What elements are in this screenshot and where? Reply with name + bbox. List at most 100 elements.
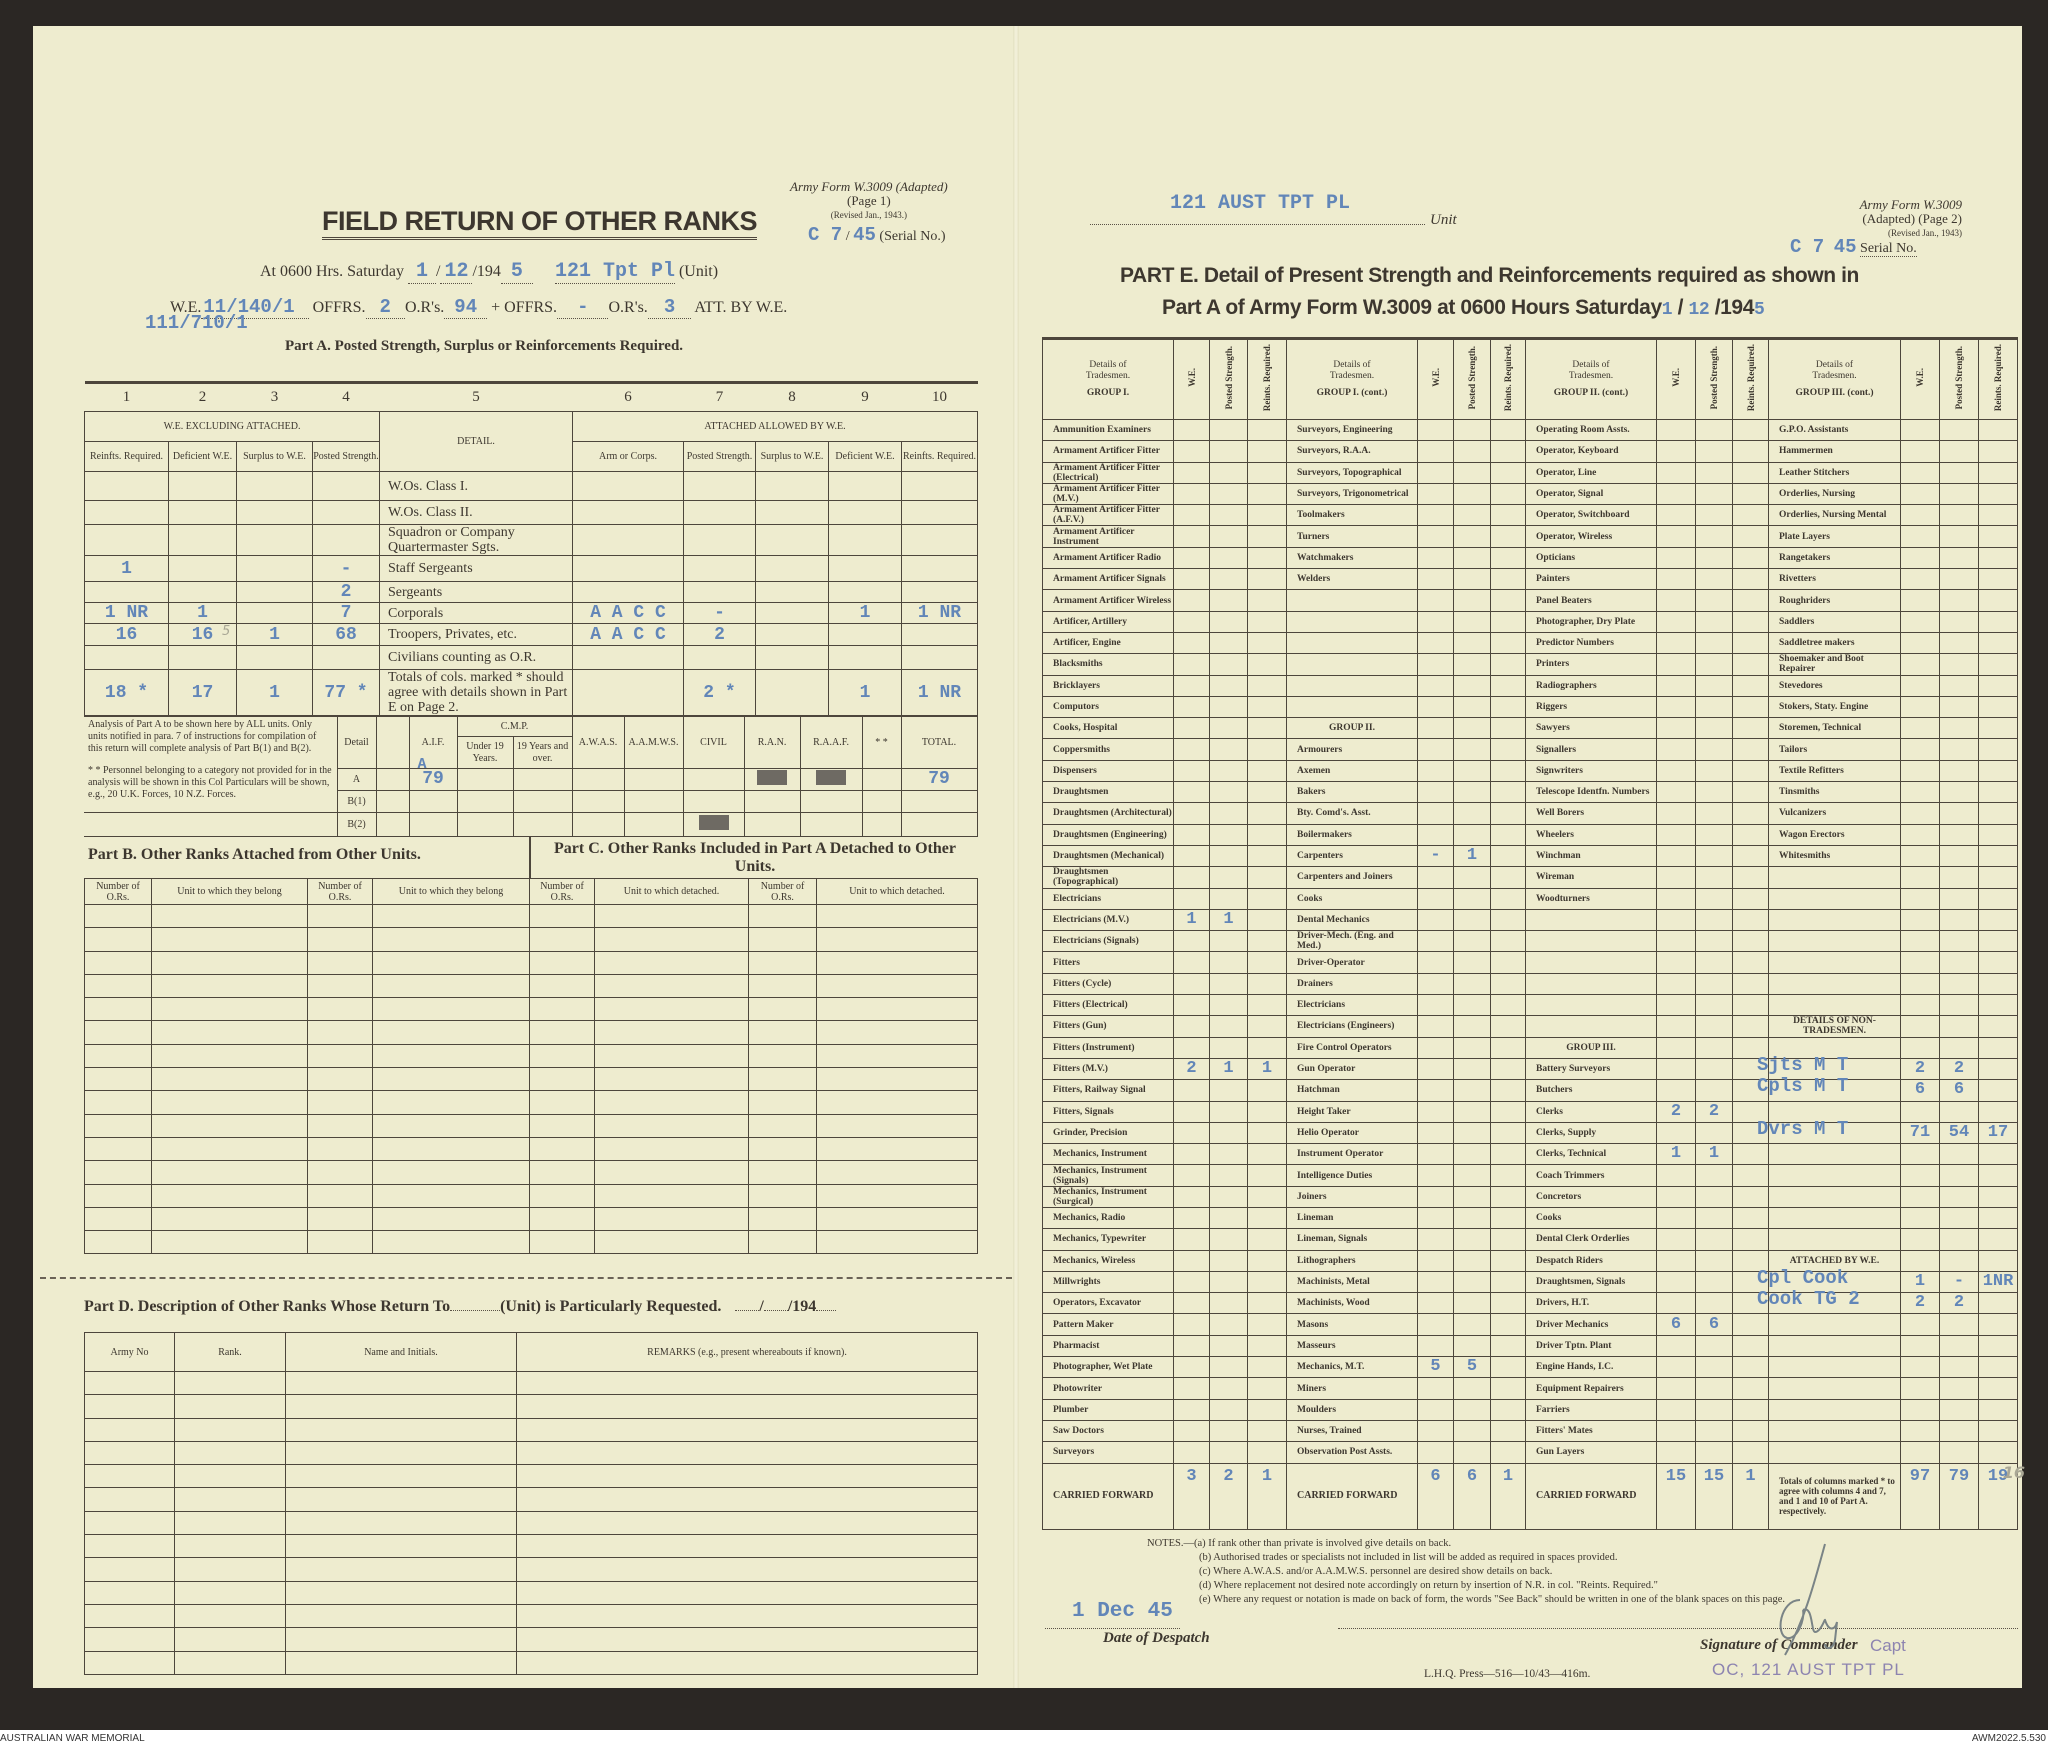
blank-cell[interactable] <box>1453 610 1491 633</box>
blank-cell[interactable] <box>1732 461 1769 484</box>
blank-cell[interactable] <box>1247 1377 1287 1400</box>
blank-cell[interactable] <box>1900 1249 1940 1272</box>
blank-cell[interactable] <box>1247 1079 1287 1102</box>
blank-cell[interactable] <box>1978 589 2018 612</box>
blank-cell[interactable] <box>1173 1143 1210 1166</box>
blank-cell[interactable] <box>84 1534 175 1559</box>
blank-cell[interactable] <box>151 950 308 975</box>
blank-cell[interactable] <box>285 1580 517 1605</box>
blank-cell[interactable] <box>1173 759 1210 783</box>
blank-cell[interactable] <box>1453 1057 1491 1081</box>
blank-cell[interactable] <box>1490 440 1526 463</box>
blank-cell[interactable] <box>1939 823 1979 846</box>
blank-cell[interactable] <box>1453 461 1491 484</box>
blank-cell[interactable] <box>1209 1356 1248 1379</box>
blank-cell[interactable] <box>1417 887 1454 910</box>
blank-cell[interactable] <box>1209 504 1248 527</box>
blank-cell[interactable] <box>1656 482 1696 506</box>
trade-value[interactable]: 54 <box>1939 1121 1979 1145</box>
blank-cell[interactable] <box>1209 610 1248 633</box>
blank-cell[interactable] <box>1247 1356 1287 1379</box>
blank-cell[interactable] <box>1695 1270 1733 1294</box>
blank-cell[interactable] <box>816 1067 978 1092</box>
blank-cell[interactable] <box>1417 930 1454 953</box>
blank-cell[interactable] <box>1939 1249 1979 1272</box>
blank-cell[interactable] <box>1978 759 2018 783</box>
blank-cell[interactable] <box>1173 866 1210 889</box>
blank-cell[interactable] <box>1417 631 1454 655</box>
blank-cell[interactable] <box>816 997 978 1022</box>
blank-cell[interactable] <box>1453 1206 1491 1230</box>
blank-cell[interactable] <box>1939 759 1979 783</box>
blank-cell[interactable] <box>1417 994 1454 1017</box>
blank-cell[interactable] <box>1417 951 1454 974</box>
blank-cell[interactable] <box>529 927 595 952</box>
trade-value[interactable]: 2 <box>1695 1100 1733 1123</box>
blank-cell[interactable] <box>1656 440 1696 463</box>
blank-cell[interactable] <box>1939 844 1979 868</box>
blank-cell[interactable] <box>1656 568 1696 591</box>
blank-cell[interactable] <box>1939 1419 1979 1443</box>
blank-cell[interactable] <box>1695 568 1733 591</box>
blank-cell[interactable] <box>1900 994 1940 1017</box>
blank-cell[interactable] <box>1732 610 1769 633</box>
blank-cell[interactable] <box>1695 1036 1733 1059</box>
blank-cell[interactable] <box>1900 418 1940 442</box>
blank-cell[interactable] <box>1732 589 1769 612</box>
blank-cell[interactable] <box>1656 1164 1696 1187</box>
blank-cell[interactable] <box>1695 1164 1733 1187</box>
blank-cell[interactable] <box>1656 759 1696 783</box>
blank-cell[interactable] <box>816 1090 978 1115</box>
trade-value[interactable]: 6 <box>1900 1079 1940 1102</box>
blank-cell[interactable] <box>151 1230 308 1255</box>
blank-cell[interactable] <box>1209 1100 1248 1123</box>
trade-value[interactable]: - <box>1417 844 1454 868</box>
blank-cell[interactable] <box>372 997 530 1022</box>
blank-cell[interactable] <box>174 1603 286 1629</box>
blank-cell[interactable] <box>1209 717 1248 740</box>
blank-cell[interactable] <box>1732 781 1769 804</box>
blank-cell[interactable] <box>1209 568 1248 591</box>
blank-cell[interactable] <box>1695 1015 1733 1038</box>
trade-value[interactable]: 6 <box>1695 1313 1733 1336</box>
blank-cell[interactable] <box>1978 866 2018 889</box>
blank-cell[interactable] <box>1247 1228 1287 1251</box>
blank-cell[interactable] <box>594 903 749 929</box>
blank-cell[interactable] <box>1900 1036 1940 1059</box>
blank-cell[interactable] <box>1173 1015 1210 1038</box>
blank-cell[interactable] <box>1900 674 1940 697</box>
blank-cell[interactable] <box>84 1206 152 1232</box>
blank-cell[interactable] <box>1209 695 1248 719</box>
blank-cell[interactable] <box>594 1043 749 1069</box>
blank-cell[interactable] <box>1490 930 1526 953</box>
blank-cell[interactable] <box>1695 951 1733 974</box>
blank-cell[interactable] <box>1732 887 1769 910</box>
blank-cell[interactable] <box>1453 525 1491 548</box>
blank-cell[interactable] <box>1939 695 1979 719</box>
blank-cell[interactable] <box>1173 482 1210 506</box>
blank-cell[interactable] <box>816 950 978 975</box>
blank-cell[interactable] <box>285 1417 517 1442</box>
blank-cell[interactable] <box>748 1113 817 1138</box>
blank-cell[interactable] <box>1417 1206 1454 1230</box>
blank-cell[interactable] <box>1247 972 1287 996</box>
blank-cell[interactable] <box>1209 653 1248 676</box>
blank-cell[interactable] <box>1173 1441 1210 1464</box>
blank-cell[interactable] <box>1900 759 1940 783</box>
blank-cell[interactable] <box>1978 930 2018 953</box>
blank-cell[interactable] <box>1209 1419 1248 1443</box>
blank-cell[interactable] <box>174 1370 286 1396</box>
blank-cell[interactable] <box>1656 653 1696 676</box>
blank-cell[interactable] <box>516 1580 978 1605</box>
trade-value[interactable]: 1 <box>1209 908 1248 932</box>
trade-value[interactable]: 1 <box>1900 1270 1940 1294</box>
blank-cell[interactable] <box>1453 1398 1491 1421</box>
blank-cell[interactable] <box>1656 589 1696 612</box>
blank-cell[interactable] <box>1490 802 1526 825</box>
blank-cell[interactable] <box>1453 1228 1491 1251</box>
blank-cell[interactable] <box>1490 887 1526 910</box>
blank-cell[interactable] <box>1732 1419 1769 1443</box>
blank-cell[interactable] <box>529 1020 595 1045</box>
blank-cell[interactable] <box>1900 866 1940 889</box>
trade-value[interactable]: 1NR <box>1978 1270 2018 1294</box>
